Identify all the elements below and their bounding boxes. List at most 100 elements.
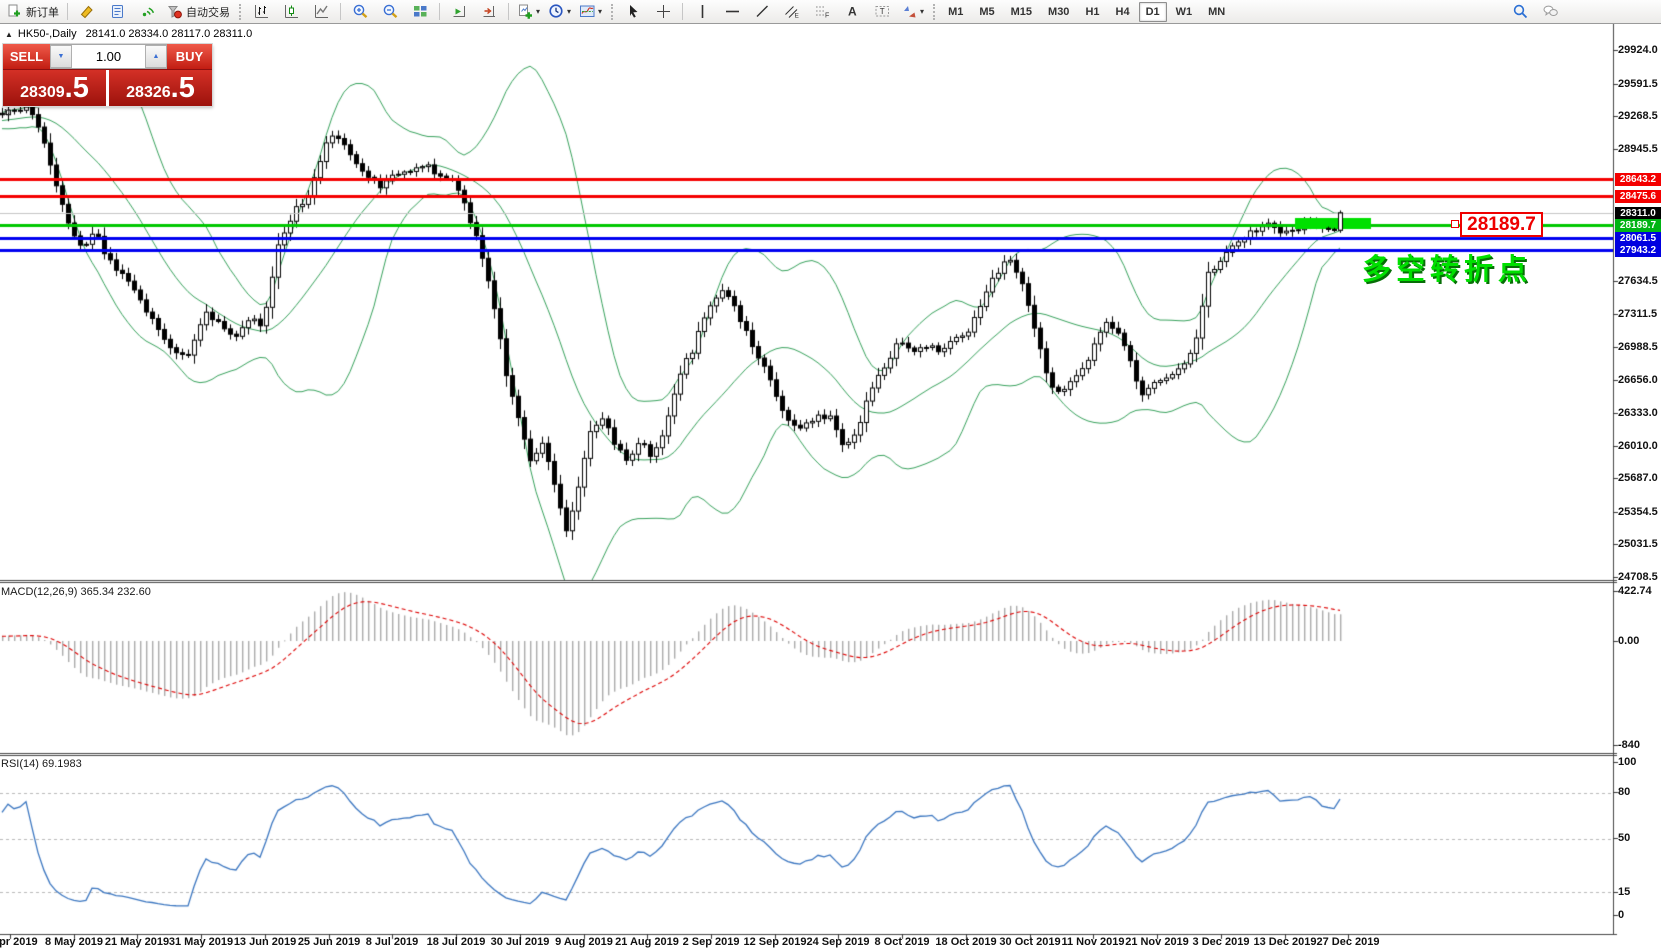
crosshair-icon [655,3,672,20]
tile-windows-button[interactable] [406,1,434,23]
periods-button[interactable]: ▾ [545,1,574,23]
timeframe-m1-button[interactable]: M1 [948,5,964,18]
date-tick-label: 13 Jun 2019 [233,936,297,948]
new-chart-button[interactable]: ▾ [514,1,543,23]
clipped-text-artifact: u [4,106,11,118]
text-label-button[interactable]: T [868,1,896,23]
fibo-icon: F [814,3,831,20]
price-chart-canvas[interactable] [0,24,1661,950]
rsi-scale-label: 0 [1618,909,1625,921]
toolbar-separator [682,3,684,20]
timeframe-m30-button[interactable]: M30 [1048,5,1070,18]
autotrading-button[interactable]: 自动交易 [163,1,233,23]
fibonacci-button[interactable]: F [808,1,836,23]
ohlc-readout: 28141.0 28334.0 28117.0 28311.0 [85,28,253,40]
dropdown-caret-icon[interactable]: ▾ [567,7,572,16]
svg-text:F: F [825,13,829,20]
text-button[interactable]: A [838,1,866,23]
callout-anchor-handle[interactable] [1451,220,1459,228]
sell-button[interactable]: SELL [3,44,50,69]
gold-icon [79,3,96,20]
buy-price-main: 28326 [126,84,171,101]
price-tick-label: 29924.0 [1618,44,1658,56]
bar-chart-button[interactable] [247,1,275,23]
zoom-in-button[interactable] [346,1,374,23]
line-chart-button[interactable] [307,1,335,23]
macd-scale-label: 0.00 [1618,635,1640,647]
chart-shift-button[interactable] [475,1,503,23]
tiles-icon [412,3,429,20]
label-icon: T [874,3,891,20]
date-tick-label: 21 Nov 2019 [1125,936,1189,948]
price-tick-label: 26988.5 [1618,341,1658,353]
one-click-collapse-icon[interactable]: ▲ [5,29,13,39]
templates-button[interactable]: ▾ [576,1,605,23]
svg-text:A: A [848,5,857,19]
community-button[interactable] [1536,1,1564,23]
timeframe-mn-button[interactable]: MN [1208,5,1226,18]
dropdown-caret-icon[interactable]: ▾ [598,7,603,16]
toolbar-drag-handle[interactable] [933,3,936,20]
horizontal-line-button[interactable] [718,1,746,23]
volume-increase-button[interactable]: ▲ [145,45,167,68]
zoom-in-icon [352,3,369,20]
dropdown-caret-icon[interactable]: ▾ [536,7,541,16]
rsi-scale-label: 15 [1618,886,1631,898]
svg-text:T: T [879,7,884,16]
tline-icon [754,3,771,20]
svg-text:E: E [794,13,799,20]
timeframe-h1-button[interactable]: H1 [1085,5,1100,18]
template-icon [579,3,596,20]
equidistant-channel-button[interactable]: E [778,1,806,23]
price-level-badge: 28475.6 [1615,189,1661,203]
date-tick-label: 30 Oct 2019 [999,936,1061,948]
toolbar-separator [340,3,341,20]
signals-button[interactable] [133,1,161,23]
zoom-out-button[interactable] [376,1,404,23]
date-tick-label: 18 Jul 2019 [426,936,486,948]
auto-scroll-button[interactable] [445,1,473,23]
publisher-button[interactable] [103,1,131,23]
timeframe-m15-button[interactable]: M15 [1010,5,1033,18]
buy-price-fraction: .5 [170,72,195,104]
dropdown-caret-icon[interactable]: ▾ [920,7,925,16]
arrows-icon [901,3,918,20]
price-level-callout[interactable]: 28189.7 [1460,212,1543,237]
timeframe-d1-button[interactable]: D1 [1138,1,1167,22]
volume-decrease-button[interactable]: ▼ [50,45,72,68]
date-tick-label: 5 Apr 2019 [0,936,38,948]
date-tick-label: 24 Sep 2019 [806,936,870,948]
price-tick-label: 27311.5 [1618,308,1658,320]
new-order-button[interactable]: 新订单 [3,1,62,23]
date-tick-label: 2 Sep 2019 [682,936,740,948]
vertical-line-button[interactable] [688,1,716,23]
toolbar-drag-handle[interactable] [239,3,241,20]
price-level-badge: 28643.2 [1615,172,1661,186]
sell-price-tile[interactable]: 28309 .5 [3,70,109,106]
date-tick-label: 30 Jul 2019 [490,936,550,948]
toolbar-drag-handle[interactable] [611,3,614,20]
metaeditor-button[interactable] [73,1,101,23]
date-tick-label: 18 Oct 2019 [935,936,997,948]
clock-icon [548,3,565,20]
timeframe-w1-button[interactable]: W1 [1175,5,1193,18]
rsi-scale-label: 100 [1618,756,1637,768]
crosshair-button[interactable] [649,1,677,23]
chinese-annotation-text[interactable]: 多空转折点 [1362,254,1533,286]
price-level-badge: 28311.0 [1615,206,1661,220]
price-tick-label: 24708.5 [1618,571,1658,583]
one-click-trading-panel: SELL ▼ 1.00 ▲ BUY 28309 .5 28326 .5 [3,44,212,106]
buy-button[interactable]: BUY [167,44,212,69]
volume-input[interactable]: 1.00 [95,49,122,64]
date-tick-label: 31 May 2019 [168,936,234,948]
timeframe-h4-button[interactable]: H4 [1115,5,1130,18]
arrows-button[interactable]: ▾ [898,1,927,23]
cursor-button[interactable] [619,1,647,23]
buy-price-tile[interactable]: 28326 .5 [109,70,212,106]
timeframe-m5-button[interactable]: M5 [979,5,995,18]
search-button[interactable] [1506,1,1534,23]
candlestick-chart-button[interactable] [277,1,305,23]
date-tick-label: 9 Aug 2019 [555,936,613,948]
trendline-button[interactable] [748,1,776,23]
